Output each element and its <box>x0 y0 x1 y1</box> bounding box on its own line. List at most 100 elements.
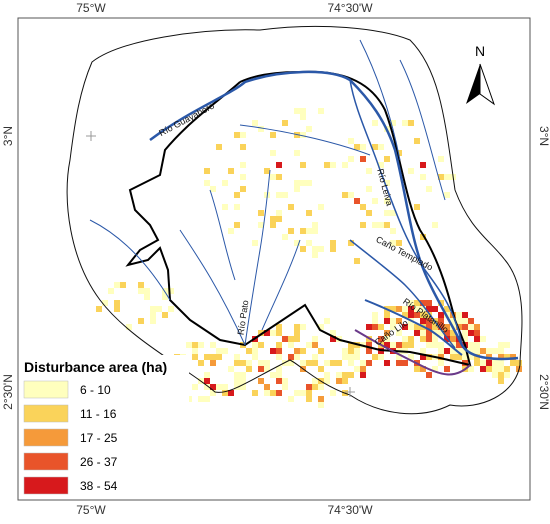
pixel <box>306 240 312 246</box>
pixel <box>444 192 450 198</box>
legend-label: 6 - 10 <box>80 383 111 397</box>
pixel <box>348 348 354 354</box>
pixel <box>414 312 420 318</box>
pixel <box>444 324 450 330</box>
pixel <box>210 342 216 348</box>
pixel <box>324 360 330 366</box>
coord-label: 3°N <box>1 126 15 146</box>
tributary <box>261 239 301 331</box>
pixel <box>96 306 102 312</box>
pixel <box>144 294 150 300</box>
pixel <box>150 318 156 324</box>
tributary <box>89 219 171 301</box>
pixel <box>372 324 378 330</box>
pixel <box>420 300 426 306</box>
pixel <box>408 342 414 348</box>
legend-background <box>19 355 189 499</box>
pixel <box>456 312 462 318</box>
pixel <box>288 360 294 366</box>
pixel <box>438 354 444 360</box>
pixel <box>354 366 360 372</box>
pixel <box>282 336 288 342</box>
pixel <box>216 384 222 390</box>
pixel <box>150 312 156 318</box>
pixel <box>396 354 402 360</box>
pixel <box>312 222 318 228</box>
pixel <box>312 228 318 234</box>
pixel <box>384 336 390 342</box>
study-area-boundary <box>66 25 523 415</box>
tributary <box>209 189 236 281</box>
pixel <box>258 342 264 348</box>
pixel <box>492 348 498 354</box>
pixel <box>438 348 444 354</box>
pixel <box>456 318 462 324</box>
pixel <box>138 318 144 324</box>
pixel <box>318 366 324 372</box>
pixel <box>498 348 504 354</box>
pixel <box>162 288 168 294</box>
coord-label: 74°30'W <box>327 503 373 517</box>
pixel <box>462 312 468 318</box>
pixel <box>354 354 360 360</box>
pixel <box>438 342 444 348</box>
pixel <box>408 300 414 306</box>
pixel <box>312 336 318 342</box>
pixel <box>318 324 324 330</box>
pixel <box>312 246 318 252</box>
pixel <box>108 288 114 294</box>
pixel <box>396 318 402 324</box>
pixel <box>504 354 510 360</box>
pixel <box>396 330 402 336</box>
pixel <box>330 390 336 396</box>
pixel <box>450 330 456 336</box>
pixel <box>294 132 300 138</box>
pixel <box>474 342 480 348</box>
pixel <box>252 120 258 126</box>
pixel <box>462 336 468 342</box>
coord-label: 75°W <box>76 1 106 15</box>
legend-swatch <box>23 380 69 399</box>
pixel <box>384 156 390 162</box>
pixel <box>150 306 156 312</box>
pixel <box>504 372 510 378</box>
pixel <box>252 342 258 348</box>
pixel <box>294 324 300 330</box>
pixel <box>390 228 396 234</box>
pixel <box>342 162 348 168</box>
pixel <box>372 222 378 228</box>
pixel <box>414 330 420 336</box>
pixel <box>480 366 486 372</box>
pixel <box>234 378 240 384</box>
pixel <box>402 360 408 366</box>
pixel <box>192 384 198 390</box>
pixel <box>204 372 210 378</box>
pixel <box>330 360 336 366</box>
pixel <box>300 246 306 252</box>
pixel <box>420 330 426 336</box>
pixel <box>252 348 258 354</box>
pixel <box>240 174 246 180</box>
pixel <box>342 378 348 384</box>
pixel <box>264 168 270 174</box>
pixel <box>366 210 372 216</box>
tributary <box>399 59 446 201</box>
pixel <box>450 318 456 324</box>
pixel <box>420 318 426 324</box>
pixel <box>336 360 342 366</box>
pixel <box>426 324 432 330</box>
pixel <box>426 312 432 318</box>
rivers <box>89 39 519 376</box>
pixel <box>390 306 396 312</box>
pixel <box>432 366 438 372</box>
pixel <box>372 120 378 126</box>
pixel <box>258 330 264 336</box>
pixel <box>138 282 144 288</box>
pixel <box>312 342 318 348</box>
pixel <box>234 192 240 198</box>
pixel <box>324 318 330 324</box>
pixel <box>372 144 378 150</box>
pixel <box>420 234 426 240</box>
pixel <box>408 168 414 174</box>
pixel <box>390 210 396 216</box>
